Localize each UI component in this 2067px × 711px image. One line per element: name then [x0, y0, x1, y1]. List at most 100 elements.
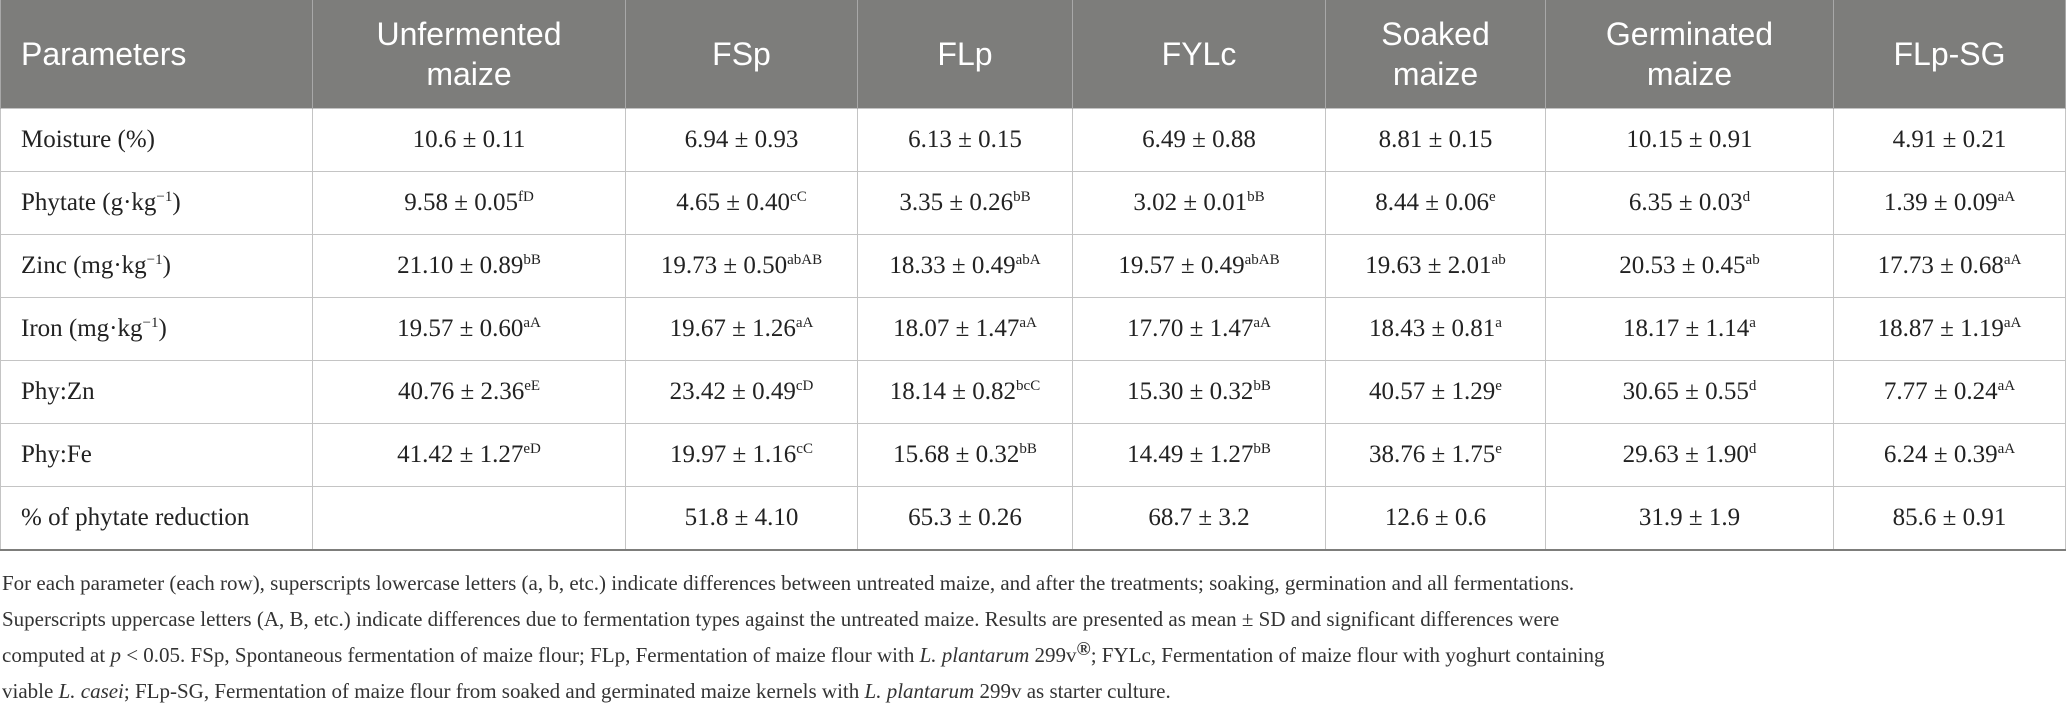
table-cell: 18.07 ± 1.47aA [857, 297, 1073, 361]
table-cell: 41.42 ± 1.27eD [312, 423, 626, 487]
table-row: Moisture (%) 10.6 ± 0.11 6.94 ± 0.93 6.13 ±… [0, 108, 2066, 172]
table-cell: 6.35 ± 0.03d [1545, 171, 1834, 235]
significance-superscript: aA [1997, 189, 2016, 205]
table-cell: 9.58 ± 0.05fD [312, 171, 626, 235]
table-cell: 10.6 ± 0.11 [312, 108, 626, 172]
significance-superscript: abAB [1244, 252, 1280, 268]
significance-superscript: aA [2003, 315, 2022, 331]
row-label: Moisture (%) [0, 108, 313, 172]
table-cell: 68.7 ± 3.2 [1072, 486, 1326, 551]
row-label: Phy:Fe [0, 423, 313, 487]
column-header: FLp-SG [1833, 0, 2066, 109]
significance-superscript: aA [2003, 252, 2022, 268]
significance-superscript: bB [1253, 441, 1271, 457]
significance-superscript: cD [795, 378, 814, 394]
row-label: Iron (mg·kg−1) [0, 297, 313, 361]
table-body: Moisture (%) 10.6 ± 0.11 6.94 ± 0.93 6.13 ±… [0, 108, 2066, 551]
significance-superscript: d [1748, 441, 1757, 457]
significance-superscript: eD [523, 441, 541, 457]
footnote-line-4: viable L. casei; FLp-SG, Fermentation of… [2, 679, 1171, 703]
significance-superscript: aA [1997, 378, 2016, 394]
row-label: Zinc (mg·kg−1) [0, 234, 313, 298]
significance-superscript: a [1749, 315, 1756, 331]
table-cell: 6.13 ± 0.15 [857, 108, 1073, 172]
significance-superscript: d [1742, 189, 1751, 205]
table-row: % of phytate reduction 51.8 ± 4.10 65.3 ± … [0, 486, 2066, 551]
significance-superscript: ab [1745, 252, 1760, 268]
table-cell: 12.6 ± 0.6 [1325, 486, 1546, 551]
column-header: Germinated maize [1545, 0, 1834, 109]
row-label: Phytate (g·kg−1) [0, 171, 313, 235]
table-cell: 20.53 ± 0.45ab [1545, 234, 1834, 298]
significance-superscript: bB [1019, 441, 1037, 457]
table-cell: 8.81 ± 0.15 [1325, 108, 1546, 172]
table-cell: 40.76 ± 2.36eE [312, 360, 626, 424]
table-row: Phy:Zn 40.76 ± 2.36eE 23.42 ± 0.49cD 18.14 … [0, 360, 2066, 424]
significance-superscript: fD [517, 189, 534, 205]
table-cell: 19.63 ± 2.01ab [1325, 234, 1546, 298]
significance-superscript: cC [796, 441, 813, 457]
table-row: Zinc (mg·kg−1) 21.10 ± 0.89bB 19.73 ± 0.50… [0, 234, 2066, 298]
significance-superscript: aA [1997, 441, 2016, 457]
significance-superscript: bB [1013, 189, 1031, 205]
row-label: Phy:Zn [0, 360, 313, 424]
column-header: Parameters [0, 0, 313, 109]
table-cell: 21.10 ± 0.89bB [312, 234, 626, 298]
table-cell: 6.94 ± 0.93 [625, 108, 858, 172]
table-cell: 4.91 ± 0.21 [1833, 108, 2066, 172]
significance-superscript: cC [790, 189, 807, 205]
table-cell: 6.49 ± 0.88 [1072, 108, 1326, 172]
significance-superscript: aA [523, 315, 541, 331]
table-cell: 18.14 ± 0.82bcC [857, 360, 1073, 424]
table-cell: 19.73 ± 0.50abAB [625, 234, 858, 298]
footnote-line-2: Superscripts uppercase letters (A, B, et… [2, 607, 1560, 631]
header-row: Parameters Unfermented maize FSp FLp FYLc Soak… [0, 0, 2066, 109]
table-cell: 8.44 ± 0.06e [1325, 171, 1546, 235]
significance-superscript: bB [523, 252, 541, 268]
table-cell: 1.39 ± 0.09aA [1833, 171, 2066, 235]
table-cell: 15.68 ± 0.32bB [857, 423, 1073, 487]
table-cell: 17.73 ± 0.68aA [1833, 234, 2066, 298]
column-header: Soaked maize [1325, 0, 1546, 109]
table-cell: 19.67 ± 1.26aA [625, 297, 858, 361]
table-cell: 19.57 ± 0.49abAB [1072, 234, 1326, 298]
table-cell [312, 486, 626, 551]
significance-superscript: e [1489, 189, 1496, 205]
significance-superscript: abAB [787, 252, 823, 268]
table-cell: 40.57 ± 1.29e [1325, 360, 1546, 424]
significance-superscript: ab [1491, 252, 1506, 268]
table-cell: 30.65 ± 0.55d [1545, 360, 1834, 424]
significance-superscript: bB [1247, 189, 1265, 205]
footnote-line-1: For each parameter (each row), superscri… [2, 571, 1575, 595]
significance-superscript: eE [524, 378, 541, 394]
table-cell: 7.77 ± 0.24aA [1833, 360, 2066, 424]
table-cell: 17.70 ± 1.47aA [1072, 297, 1326, 361]
table-row: Phytate (g·kg−1) 9.58 ± 0.05fD 4.65 ± 0.40… [0, 171, 2066, 235]
significance-superscript: a [1495, 315, 1502, 331]
table-cell: 31.9 ± 1.9 [1545, 486, 1834, 551]
table-cell: 4.65 ± 0.40cC [625, 171, 858, 235]
significance-superscript: bcC [1016, 378, 1041, 394]
table-cell: 23.42 ± 0.49cD [625, 360, 858, 424]
table-cell: 18.33 ± 0.49abA [857, 234, 1073, 298]
column-header: FYLc [1072, 0, 1326, 109]
table-cell: 29.63 ± 1.90d [1545, 423, 1834, 487]
significance-superscript: aA [1253, 315, 1271, 331]
results-table: Parameters Unfermented maize FSp FLp FYLc Soak… [0, 0, 2066, 551]
table-cell: 14.49 ± 1.27bB [1072, 423, 1326, 487]
table-cell: 65.3 ± 0.26 [857, 486, 1073, 551]
column-header: FLp [857, 0, 1073, 109]
column-header: Unfermented maize [312, 0, 626, 109]
table-cell: 18.17 ± 1.14a [1545, 297, 1834, 361]
table-cell: 18.43 ± 0.81a [1325, 297, 1546, 361]
significance-superscript: aA [1019, 315, 1037, 331]
table-cell: 10.15 ± 0.91 [1545, 108, 1834, 172]
significance-superscript: e [1495, 441, 1502, 457]
significance-superscript: aA [795, 315, 814, 331]
table-cell: 19.97 ± 1.16cC [625, 423, 858, 487]
table-cell: 18.87 ± 1.19aA [1833, 297, 2066, 361]
table-cell: 6.24 ± 0.39aA [1833, 423, 2066, 487]
table-cell: 19.57 ± 0.60aA [312, 297, 626, 361]
column-header: FSp [625, 0, 858, 109]
